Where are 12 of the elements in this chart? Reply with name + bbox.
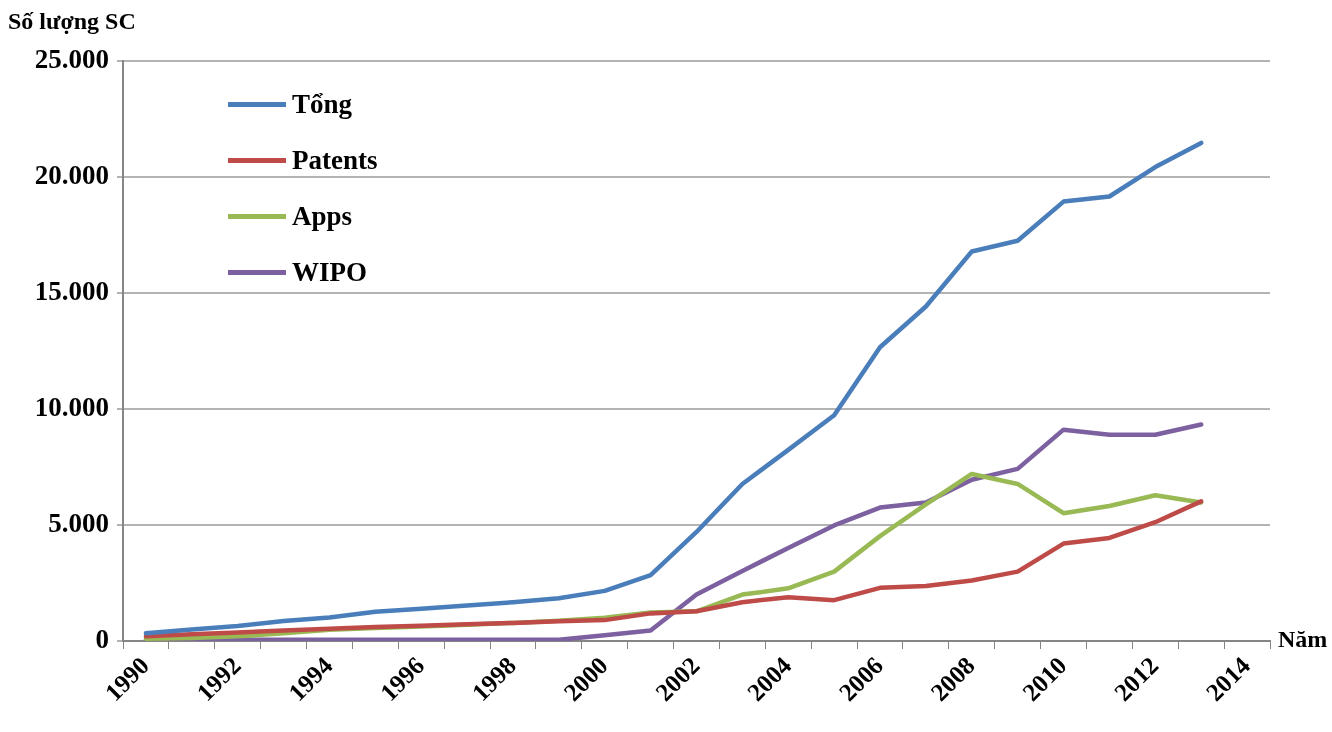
- legend-label: Patents: [292, 144, 378, 176]
- y-axis-title: Số lượng SC: [8, 8, 136, 35]
- x-axis-title: Năm: [1278, 626, 1328, 653]
- y-tick-label: 25.000: [34, 43, 109, 74]
- y-tick-label: 10.000: [34, 391, 109, 422]
- y-tick-label: 20.000: [34, 159, 109, 190]
- y-tick-label: 0: [95, 623, 109, 654]
- y-tick-label: 5.000: [48, 507, 109, 538]
- legend-label: WIPO: [292, 256, 368, 288]
- y-tick-label: 15.000: [34, 275, 109, 306]
- legend-label: Apps: [292, 200, 353, 232]
- legend-label: Tổng: [292, 88, 353, 120]
